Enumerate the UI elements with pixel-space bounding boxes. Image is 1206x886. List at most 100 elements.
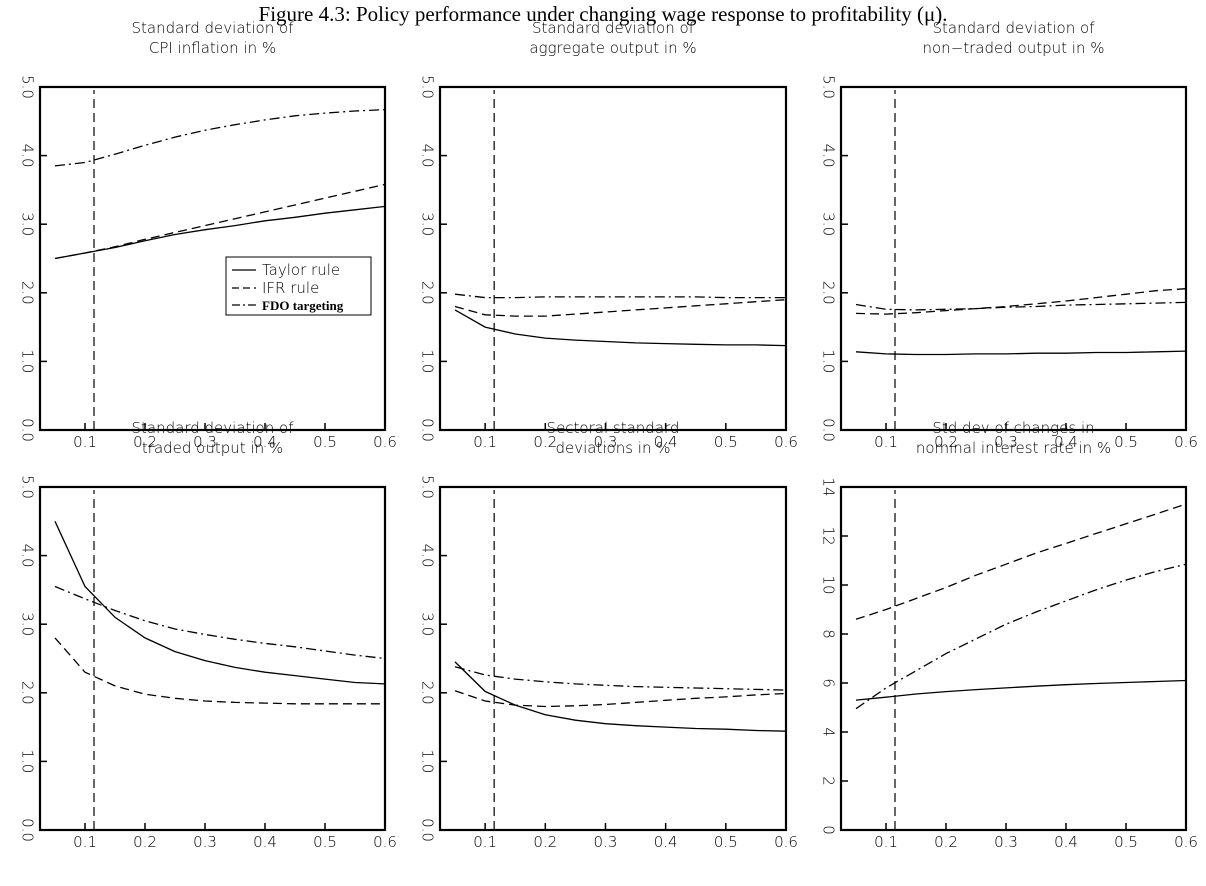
x-tick-label: 0.2 — [533, 833, 557, 851]
y-tick-label: 0.0 — [419, 818, 437, 842]
legend-label: Taylor rule — [262, 261, 340, 279]
series-line-solid — [54, 205, 386, 260]
y-tick-label: 0.0 — [19, 818, 37, 842]
panel-title-line: Std dev of changes in — [932, 419, 1094, 437]
x-tick-label: 0.2 — [133, 433, 157, 451]
y-tick-label: 5.0 — [820, 75, 838, 99]
chart-panel-5: Sectoral standard deviations in % 0.0 1.0 2.… — [419, 419, 798, 851]
y-tick-label: 1.0 — [419, 749, 437, 773]
series-line-dashdot — [454, 293, 786, 299]
x-tick-label: 0.2 — [934, 433, 958, 451]
panel-title-line: Sectoral standard — [547, 419, 680, 437]
y-tick-label: 3.0 — [419, 612, 437, 636]
panel-title-line: Standard deviation of — [532, 19, 695, 37]
legend-label: FDO targeting — [262, 298, 344, 313]
series-line-dashed — [54, 637, 385, 705]
y-tick-label: 5.0 — [419, 75, 437, 99]
y-tick-label: 12 — [820, 526, 838, 545]
plot-frame — [839, 85, 1188, 432]
series-line-dashdot — [454, 666, 787, 691]
y-tick-label: 2.0 — [820, 281, 838, 305]
y-tick-label: 3.0 — [19, 612, 37, 636]
x-tick-label: 0.4 — [253, 833, 277, 851]
x-tick-label: 0.3 — [193, 833, 217, 851]
plot-frame — [38, 485, 387, 832]
series-line-dashed — [454, 299, 787, 317]
plot-frame — [438, 85, 788, 432]
x-tick-label: 0.4 — [1054, 833, 1078, 851]
series-line-dashed — [855, 503, 1187, 620]
y-tick-label: 2.0 — [419, 281, 437, 305]
y-tick-label: 4.0 — [419, 144, 437, 168]
y-tick-label: 3.0 — [820, 212, 838, 236]
plot-frame — [438, 485, 788, 832]
y-tick-label: 6 — [820, 678, 838, 688]
x-tick-label: 0.2 — [133, 833, 157, 851]
y-tick-label: 5.0 — [19, 75, 37, 99]
series-line-solid — [855, 679, 1187, 701]
x-tick-label: 0.4 — [1054, 433, 1078, 451]
x-tick-label: 0.3 — [594, 433, 618, 451]
y-tick-label: 1.0 — [19, 349, 37, 373]
y-tick-label: 3.0 — [19, 212, 37, 236]
panel-title-line: traded output in % — [142, 439, 283, 457]
x-tick-label: 0.3 — [994, 833, 1018, 851]
x-tick-label: 0.4 — [654, 833, 678, 851]
y-tick-label: 4 — [820, 727, 838, 737]
series-line-dashdot — [855, 301, 1187, 311]
x-tick-label: 0.5 — [714, 433, 738, 451]
y-tick-label: 5.0 — [419, 475, 437, 499]
x-tick-label: 0.6 — [774, 433, 798, 451]
plot-frame — [839, 485, 1188, 832]
chart-panel-6: Std dev of changes in nominal interest ra… — [820, 419, 1198, 851]
series-line-solid — [454, 309, 787, 347]
panel-title-line: Standard deviation of — [132, 19, 295, 37]
y-tick-label: 1.0 — [820, 349, 838, 373]
series-line-dashed — [54, 183, 386, 260]
y-tick-label: 0.0 — [419, 418, 437, 442]
y-tick-label: 1.0 — [19, 749, 37, 773]
x-tick-label: 0.6 — [373, 433, 397, 451]
x-tick-label: 0.2 — [533, 433, 557, 451]
x-tick-label: 0.5 — [1114, 833, 1138, 851]
panel-title-line: non−traded output in % — [923, 39, 1105, 57]
y-tick-label: 0.0 — [19, 418, 37, 442]
x-tick-label: 0.4 — [253, 433, 277, 451]
series-line-solid — [855, 350, 1187, 356]
panel-title-line: Standard deviation of — [933, 19, 1096, 37]
y-tick-label: 3.0 — [419, 212, 437, 236]
x-tick-label: 0.6 — [1174, 833, 1198, 851]
legend-label: IFR rule — [262, 279, 319, 297]
x-tick-label: 0.1 — [874, 433, 898, 451]
x-tick-label: 0.6 — [774, 833, 798, 851]
x-tick-label: 0.1 — [73, 433, 97, 451]
panel-title-line: deviations in % — [556, 439, 671, 457]
panel-title-line: Standard deviation of — [132, 419, 295, 437]
panel-title-line: CPI inflation in % — [149, 39, 276, 57]
x-tick-label: 0.5 — [313, 433, 337, 451]
series-line-dashdot — [855, 563, 1187, 710]
figure-caption: Figure 4.3: Policy performance under cha… — [258, 2, 948, 26]
x-tick-label: 0.6 — [373, 833, 397, 851]
y-tick-label: 1.0 — [419, 349, 437, 373]
chart-panel-2: Standard deviation of aggregate output in… — [419, 19, 798, 451]
y-tick-label: 5.0 — [19, 475, 37, 499]
y-tick-label: 4.0 — [820, 144, 838, 168]
series-line-solid — [454, 661, 787, 732]
x-tick-label: 0.1 — [473, 433, 497, 451]
y-tick-label: 8 — [820, 629, 838, 639]
y-tick-label: 2.0 — [419, 681, 437, 705]
y-tick-label: 2.0 — [19, 681, 37, 705]
y-tick-label: 4.0 — [19, 144, 37, 168]
x-tick-label: 0.5 — [714, 833, 738, 851]
y-tick-label: 10 — [820, 575, 838, 594]
series-line-dashdot — [54, 108, 386, 167]
panel-title-line: aggregate output in % — [529, 39, 696, 57]
x-tick-label: 0.1 — [874, 833, 898, 851]
y-tick-label: 4.0 — [19, 544, 37, 568]
x-tick-label: 0.5 — [1114, 433, 1138, 451]
x-tick-label: 0.6 — [1174, 433, 1198, 451]
series-line-dashdot — [54, 585, 386, 660]
